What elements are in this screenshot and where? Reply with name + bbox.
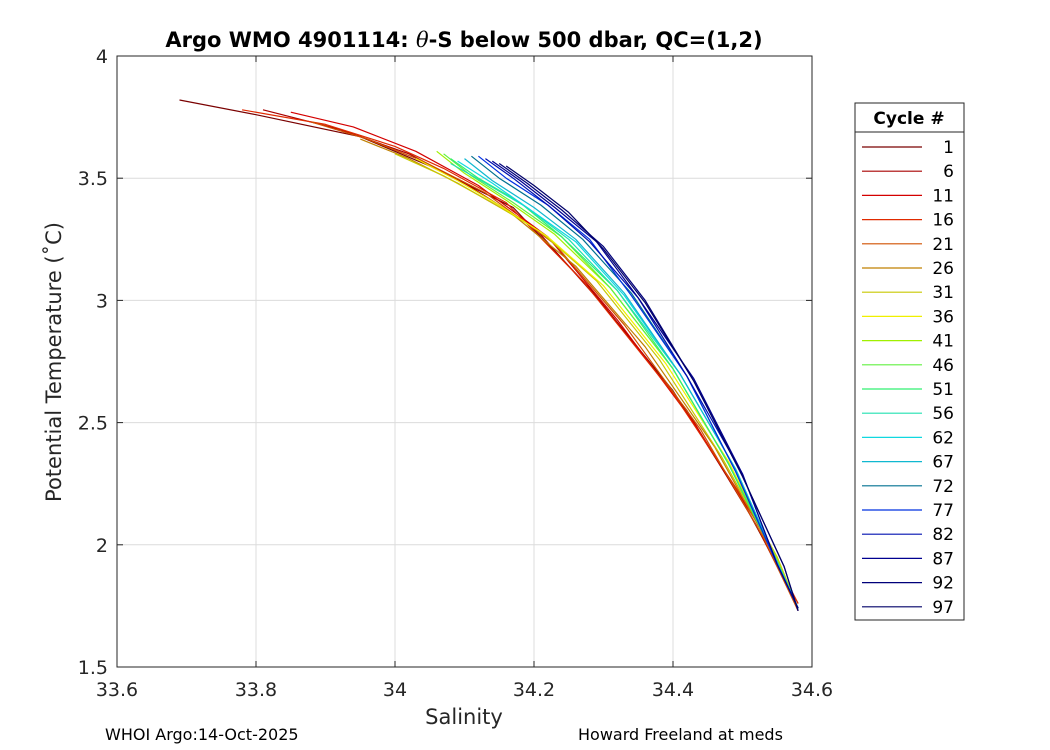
x-axis-label: Salinity <box>425 705 503 729</box>
axes-box <box>116 55 813 668</box>
legend-label-cycle-36: 36 <box>932 307 954 327</box>
legend-label-cycle-6: 6 <box>943 162 954 182</box>
legend-label-cycle-51: 51 <box>932 380 954 400</box>
legend-label-cycle-82: 82 <box>932 525 954 545</box>
x-tick-label: 34.6 <box>791 679 833 701</box>
x-tick-label: 34.4 <box>652 679 694 701</box>
series-line-cycle-26 <box>360 138 799 609</box>
series-line-cycle-67 <box>464 158 799 609</box>
x-tick-label: 34.2 <box>513 679 555 701</box>
chart-title: Argo WMO 4901114: θ-S below 500 dbar, QC… <box>165 28 762 52</box>
legend: Cycle # 16111621263136414651566267727782… <box>854 102 965 621</box>
y-tick-label: 3.5 <box>78 168 108 190</box>
legend-label-cycle-56: 56 <box>932 404 954 424</box>
legend-label-cycle-46: 46 <box>932 356 954 376</box>
legend-label-cycle-67: 67 <box>932 453 954 473</box>
y-tick-label: 2.5 <box>78 413 108 435</box>
legend-label-cycle-11: 11 <box>932 186 954 206</box>
legend-label-cycle-41: 41 <box>932 332 954 352</box>
legend-label-cycle-31: 31 <box>932 283 954 303</box>
title-prefix: Argo WMO 4901114: <box>165 28 416 52</box>
legend-label-cycle-77: 77 <box>932 501 954 521</box>
legend-label-cycle-72: 72 <box>932 477 954 497</box>
series-line-cycle-97 <box>505 165 799 611</box>
x-tick-label: 33.8 <box>235 679 277 701</box>
legend-label-cycle-92: 92 <box>932 574 954 594</box>
legend-label-cycle-16: 16 <box>932 211 954 231</box>
x-tick-label: 34 <box>383 679 407 701</box>
y-tick-label: 3 <box>96 290 108 312</box>
legend-title: Cycle # <box>873 109 944 129</box>
y-tick-label: 1.5 <box>78 657 108 679</box>
x-tick-label: 33.6 <box>96 679 138 701</box>
footer-right-credit: Howard Freeland at meds <box>578 725 783 744</box>
x-axis-ticks: 33.6 33.8 34 34.2 34.4 34.6 <box>96 56 833 701</box>
legend-label-cycle-1: 1 <box>943 138 954 158</box>
footer-left-credit: WHOI Argo:14-Oct-2025 <box>105 725 299 744</box>
title-theta-symbol: θ <box>416 28 429 52</box>
legend-label-cycle-21: 21 <box>932 235 954 255</box>
series-lines <box>179 99 799 612</box>
legend-label-cycle-97: 97 <box>932 598 954 618</box>
series-line-cycle-87 <box>491 160 799 609</box>
plot-area <box>117 56 812 667</box>
series-line-cycle-77 <box>478 155 799 609</box>
legend-label-cycle-87: 87 <box>932 549 954 569</box>
y-tick-label: 2 <box>96 535 108 557</box>
y-axis-label: Potential Temperature (˚C) <box>42 222 66 502</box>
y-axis-ticks: 1.5 2 2.5 3 3.5 4 <box>78 46 812 679</box>
title-suffix: -S below 500 dbar, QC=(1,2) <box>429 28 763 52</box>
y-tick-label: 4 <box>96 46 108 68</box>
legend-label-cycle-26: 26 <box>932 259 954 279</box>
legend-label-cycle-62: 62 <box>932 428 954 448</box>
